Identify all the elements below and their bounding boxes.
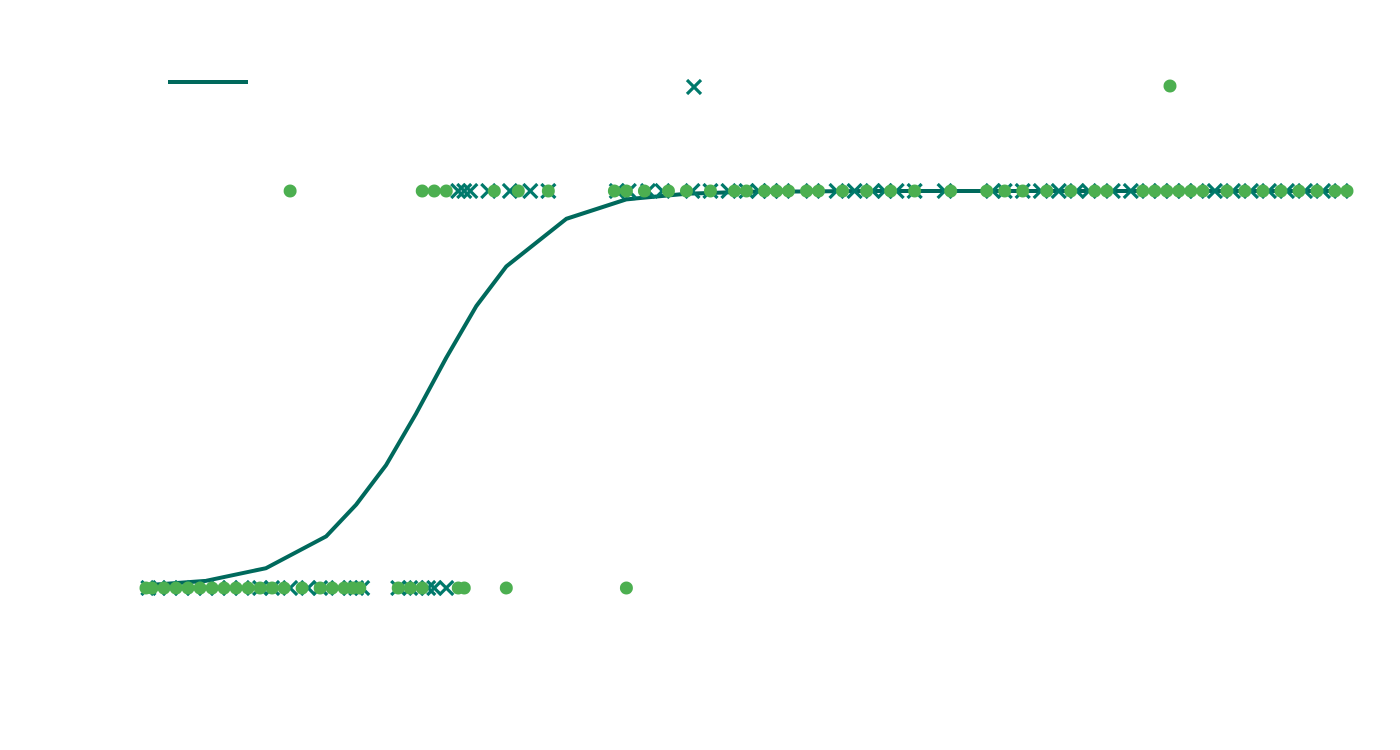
- dot-marker-point: [1256, 184, 1270, 198]
- dot-marker-point: [277, 581, 291, 595]
- legend: [168, 78, 1177, 96]
- x-marker-point-stroke-b: [846, 182, 863, 200]
- dot-marker-point: [661, 184, 675, 198]
- dot-marker-point: [1196, 184, 1210, 198]
- dot-marker-points: [139, 184, 1354, 595]
- dot-marker-point: [1328, 184, 1342, 198]
- dot-marker-point: [836, 184, 850, 198]
- dot-marker-point: [511, 184, 525, 198]
- dot-marker-point: [241, 581, 255, 595]
- dot-marker-point: [679, 184, 693, 198]
- dot-marker-point: [145, 581, 159, 595]
- dot-marker-point: [229, 581, 243, 595]
- dot-marker-point: [619, 184, 633, 198]
- dot-marker-point: [313, 581, 327, 595]
- dot-marker-point: [1172, 184, 1186, 198]
- dot-marker-point: [703, 184, 717, 198]
- dot-marker-point: [439, 184, 453, 198]
- dot-marker-point: [980, 184, 994, 198]
- legend-x-marker-swatch-stroke-b: [685, 78, 703, 96]
- legend-dot-marker-swatch: [1163, 79, 1177, 93]
- x-marker-point: [1050, 182, 1067, 200]
- dot-marker-point: [295, 581, 309, 595]
- dot-marker-point: [193, 581, 207, 595]
- dot-marker-point: [860, 184, 874, 198]
- dot-marker-point: [415, 184, 429, 198]
- dot-marker-point: [487, 184, 501, 198]
- dot-marker-point: [998, 184, 1012, 198]
- dot-marker-point: [283, 184, 297, 198]
- dot-marker-point: [541, 184, 555, 198]
- x-marker-point-stroke-b: [522, 182, 539, 200]
- dot-marker-point: [782, 184, 796, 198]
- dot-marker-point: [1040, 184, 1054, 198]
- dot-marker-point: [217, 581, 231, 595]
- dot-marker-point: [1160, 184, 1174, 198]
- x-marker-point: [1206, 182, 1224, 200]
- x-marker-point-stroke-b: [426, 579, 443, 597]
- dot-marker-point: [1310, 184, 1324, 198]
- x-marker-point: [456, 182, 473, 200]
- x-marker-point-stroke-b: [1206, 182, 1224, 200]
- x-marker-point: [450, 182, 467, 200]
- dot-marker-point: [1100, 184, 1114, 198]
- x-marker-points: [140, 182, 1350, 597]
- dot-marker-point: [265, 581, 279, 595]
- dot-marker-point: [758, 184, 772, 198]
- dot-marker-point: [1088, 184, 1102, 198]
- dot-marker-point: [157, 581, 171, 595]
- dot-marker-point: [1274, 184, 1288, 198]
- dot-marker-point: [427, 184, 441, 198]
- dot-marker-point: [1220, 184, 1234, 198]
- dot-marker-point: [770, 184, 784, 198]
- dot-marker-point: [1136, 184, 1150, 198]
- x-marker-point: [1122, 182, 1139, 200]
- dot-marker-point: [812, 184, 826, 198]
- dot-marker-point: [637, 184, 651, 198]
- dot-marker-point: [457, 581, 471, 595]
- x-marker-point: [462, 182, 479, 200]
- dot-marker-point: [800, 184, 814, 198]
- dot-marker-point: [1238, 184, 1252, 198]
- plot-area: [139, 182, 1354, 597]
- dot-marker-point: [391, 581, 405, 595]
- x-marker-point-stroke-b: [450, 182, 467, 200]
- x-marker-point-stroke-b: [462, 182, 479, 200]
- dot-marker-point: [884, 184, 898, 198]
- x-marker-point: [438, 579, 455, 597]
- dot-marker-point: [727, 184, 741, 198]
- dot-marker-point: [740, 184, 753, 198]
- x-marker-point-stroke-b: [438, 579, 455, 597]
- dot-marker-point: [944, 184, 958, 198]
- dot-marker-point: [181, 581, 195, 595]
- dot-marker-point: [1064, 184, 1078, 198]
- x-marker-point: [426, 579, 443, 597]
- logistic-curve-line: [144, 189, 1349, 588]
- dot-marker-point: [353, 581, 367, 595]
- dot-marker-point: [1016, 184, 1030, 198]
- x-marker-point-stroke-b: [1050, 182, 1067, 200]
- dot-marker-point: [499, 581, 513, 595]
- legend-x-marker-swatch: [685, 78, 703, 96]
- dot-marker-point: [325, 581, 339, 595]
- x-marker-point-stroke-b: [1122, 182, 1139, 200]
- x-marker-point-stroke-b: [456, 182, 473, 200]
- dot-marker-point: [1184, 184, 1198, 198]
- dot-marker-point: [908, 184, 922, 198]
- dot-marker-point: [205, 581, 219, 595]
- x-marker-point: [522, 182, 539, 200]
- dot-marker-point: [1292, 184, 1306, 198]
- dot-marker-point: [619, 581, 633, 595]
- dot-marker-point: [403, 581, 417, 595]
- x-marker-point: [846, 182, 863, 200]
- dot-marker-point: [253, 581, 267, 595]
- dot-marker-point: [607, 184, 621, 198]
- dot-marker-point: [1148, 184, 1162, 198]
- dot-marker-point: [415, 581, 429, 595]
- dot-marker-point: [169, 581, 183, 595]
- dot-marker-point: [1340, 184, 1354, 198]
